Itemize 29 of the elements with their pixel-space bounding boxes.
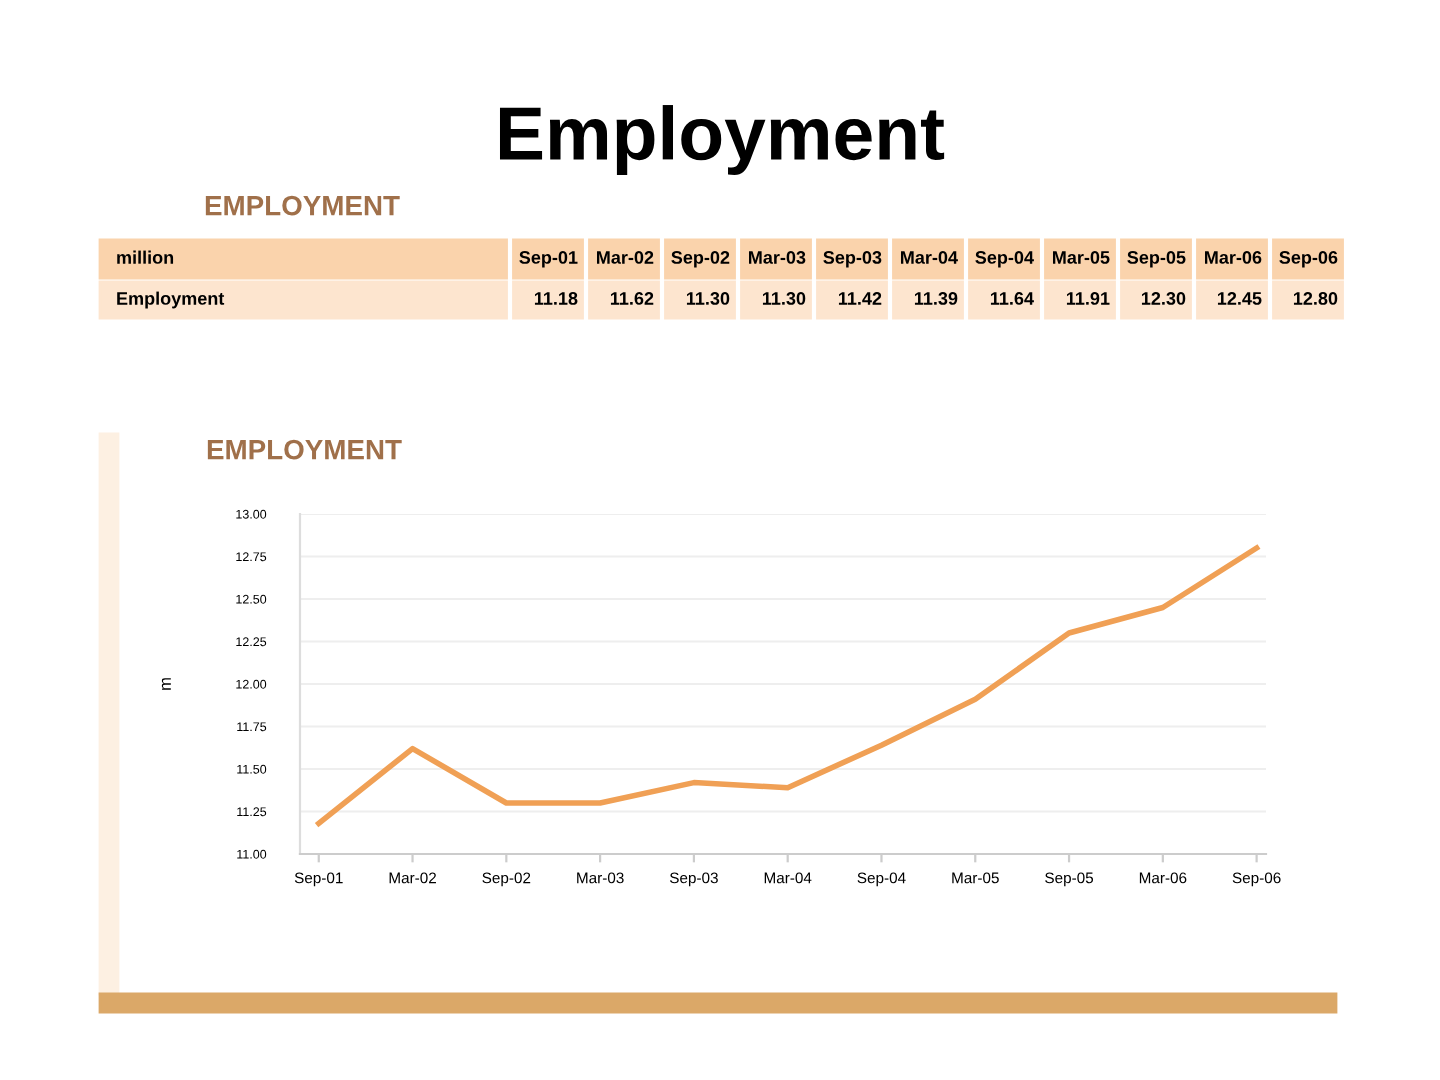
text: million bbox=[117, 250, 174, 264]
text: 11.39 bbox=[914, 292, 958, 305]
y-axis-title: m bbox=[161, 678, 171, 690]
line-series bbox=[315, 545, 1260, 827]
category-label: Mar-03 bbox=[749, 251, 806, 264]
text: 12.30 bbox=[1141, 292, 1186, 305]
category-label: Mar-05 bbox=[1053, 251, 1110, 264]
category-label: Sep-04 bbox=[975, 251, 1034, 268]
category-label: Mar-04 bbox=[901, 251, 958, 264]
category-label: Mar-02 bbox=[597, 251, 654, 264]
text: EMPLOYMENT bbox=[207, 439, 402, 460]
text: 11.64 bbox=[990, 292, 1034, 305]
text: 11.18 bbox=[534, 292, 578, 305]
text: 11.42 bbox=[838, 292, 882, 305]
text: Employment bbox=[117, 291, 225, 309]
chart-title: Employment bbox=[499, 105, 945, 175]
text: 12.45 bbox=[1217, 292, 1262, 305]
category-label: Mar-06 bbox=[1205, 251, 1262, 264]
text: 11.30 bbox=[762, 292, 806, 305]
text: 12.80 bbox=[1293, 292, 1338, 305]
text: 11.62 bbox=[610, 292, 654, 305]
category-label: Sep-01 bbox=[519, 251, 578, 268]
category-label: Sep-03 bbox=[823, 251, 882, 268]
category-label: Sep-05 bbox=[1127, 251, 1186, 268]
text: 11.30 bbox=[686, 292, 730, 305]
chart-subtitle: EMPLOYMENT bbox=[205, 195, 400, 216]
text: 11.91 bbox=[1066, 292, 1110, 305]
category-label: Sep-06 bbox=[1279, 251, 1338, 268]
category-label: Sep-02 bbox=[671, 251, 730, 268]
